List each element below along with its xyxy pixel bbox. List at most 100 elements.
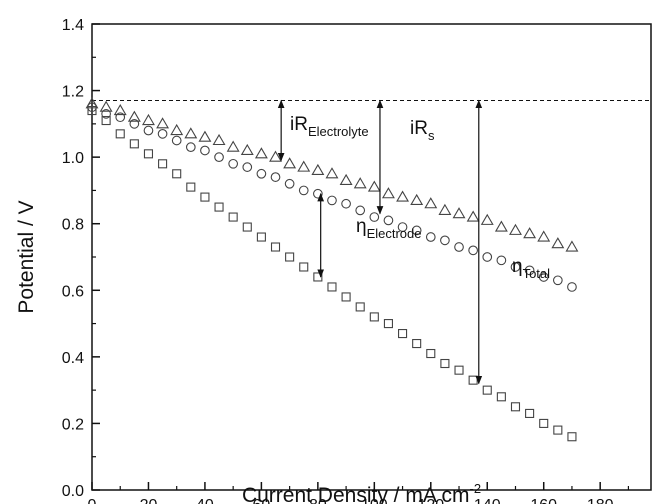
square-marker bbox=[398, 329, 408, 339]
annotation-sub: Total bbox=[523, 266, 551, 281]
circle-marker bbox=[284, 178, 295, 189]
triangle-marker bbox=[85, 97, 99, 109]
circle-marker bbox=[538, 272, 549, 282]
circle-marker bbox=[552, 275, 563, 286]
triangle-marker bbox=[226, 140, 240, 152]
plot-frame bbox=[91, 23, 652, 491]
annotation-sub: Electrode bbox=[367, 226, 422, 241]
circle-marker bbox=[567, 282, 577, 292]
triangle-marker bbox=[254, 147, 268, 159]
x-axis-title-sup: -2 bbox=[470, 481, 482, 496]
triangle-marker bbox=[269, 150, 282, 162]
square-marker bbox=[553, 425, 563, 435]
square-marker bbox=[242, 222, 252, 232]
circle-marker bbox=[454, 242, 464, 252]
circle-marker bbox=[143, 125, 154, 136]
circle-marker bbox=[468, 245, 478, 256]
annotation-label: ηElectrode bbox=[356, 216, 422, 241]
annotation-text: iR bbox=[290, 114, 308, 135]
annotation-sub: s bbox=[428, 128, 435, 143]
triangle-marker bbox=[523, 227, 537, 239]
circle-marker bbox=[185, 142, 196, 153]
square-marker bbox=[525, 408, 535, 418]
triangle-marker bbox=[537, 230, 551, 242]
square-marker bbox=[200, 192, 210, 202]
x-tick-label: 180 bbox=[587, 497, 614, 504]
circle-marker bbox=[101, 109, 111, 119]
triangle-marker bbox=[170, 123, 184, 136]
square-marker bbox=[256, 232, 266, 242]
triangle-marker bbox=[297, 160, 311, 172]
square-marker bbox=[482, 385, 492, 395]
circle-marker bbox=[524, 265, 535, 276]
x-axis-title: Current Density / mA cm-2 bbox=[242, 481, 481, 504]
square-marker bbox=[299, 262, 309, 272]
square-marker bbox=[426, 348, 436, 359]
square-marker bbox=[143, 149, 154, 159]
triangle-marker bbox=[325, 167, 339, 179]
square-marker bbox=[412, 338, 422, 349]
y-tick-label: 1.2 bbox=[62, 84, 84, 101]
circle-marker bbox=[157, 128, 168, 139]
annotation-label: ηTotal bbox=[512, 256, 550, 281]
y-tick-label: 0.2 bbox=[62, 416, 84, 433]
circle-marker bbox=[327, 195, 337, 206]
circle-marker bbox=[510, 262, 521, 272]
y-tick-label: 0.0 bbox=[62, 483, 84, 500]
circle-marker bbox=[298, 185, 309, 196]
triangle-marker bbox=[396, 190, 410, 202]
square-marker bbox=[539, 418, 549, 428]
square-marker bbox=[87, 105, 97, 116]
triangle-marker bbox=[480, 213, 494, 225]
square-marker bbox=[327, 282, 337, 292]
annotation-label: iRs bbox=[410, 118, 435, 143]
circle-marker bbox=[383, 215, 394, 226]
y-axis-title: Potential / V bbox=[15, 200, 38, 313]
annotation-label: iRElectrolyte bbox=[290, 114, 369, 139]
annotation-text: iR bbox=[410, 118, 428, 139]
triangle-marker bbox=[99, 100, 113, 112]
x-tick-label: 160 bbox=[530, 497, 557, 504]
triangle-marker bbox=[353, 177, 367, 189]
circle-marker bbox=[425, 232, 436, 242]
x-tick-label: 0 bbox=[88, 497, 97, 504]
x-tick-label: 120 bbox=[417, 497, 444, 504]
y-tick-label: 0.4 bbox=[62, 350, 84, 367]
y-tick-label: 1.0 bbox=[62, 150, 84, 167]
circle-marker bbox=[171, 135, 182, 146]
square-marker bbox=[115, 129, 125, 139]
y-tick-label: 0.6 bbox=[62, 283, 84, 300]
square-marker bbox=[101, 115, 111, 126]
circle-marker bbox=[397, 222, 408, 232]
square-marker bbox=[440, 358, 450, 369]
square-marker bbox=[369, 312, 379, 322]
triangle-marker bbox=[127, 110, 141, 122]
triangle-marker bbox=[452, 207, 466, 219]
circle-marker bbox=[411, 225, 422, 236]
square-marker bbox=[496, 392, 506, 402]
square-marker bbox=[172, 169, 182, 179]
triangle-marker bbox=[113, 103, 127, 116]
x-tick-label: 20 bbox=[140, 497, 158, 504]
triangle-marker bbox=[339, 173, 353, 185]
triangle-marker bbox=[311, 163, 325, 176]
circle-marker bbox=[228, 158, 239, 169]
circle-marker bbox=[115, 112, 126, 123]
annotation-sub: Electrolyte bbox=[308, 124, 369, 139]
circle-marker bbox=[341, 198, 351, 209]
circle-marker bbox=[440, 235, 450, 246]
square-marker bbox=[186, 182, 196, 192]
circle-marker bbox=[242, 162, 253, 172]
circle-marker bbox=[482, 252, 493, 262]
triangle-marker bbox=[438, 203, 452, 215]
circle-marker bbox=[200, 145, 210, 156]
y-tick-label: 0.8 bbox=[62, 217, 84, 234]
triangle-marker bbox=[212, 133, 226, 146]
triangle-marker bbox=[424, 197, 438, 209]
annotation-text: η bbox=[356, 216, 367, 237]
square-marker bbox=[285, 252, 295, 262]
triangle-marker bbox=[410, 193, 424, 205]
triangle-marker bbox=[198, 130, 212, 142]
square-marker bbox=[129, 139, 139, 149]
